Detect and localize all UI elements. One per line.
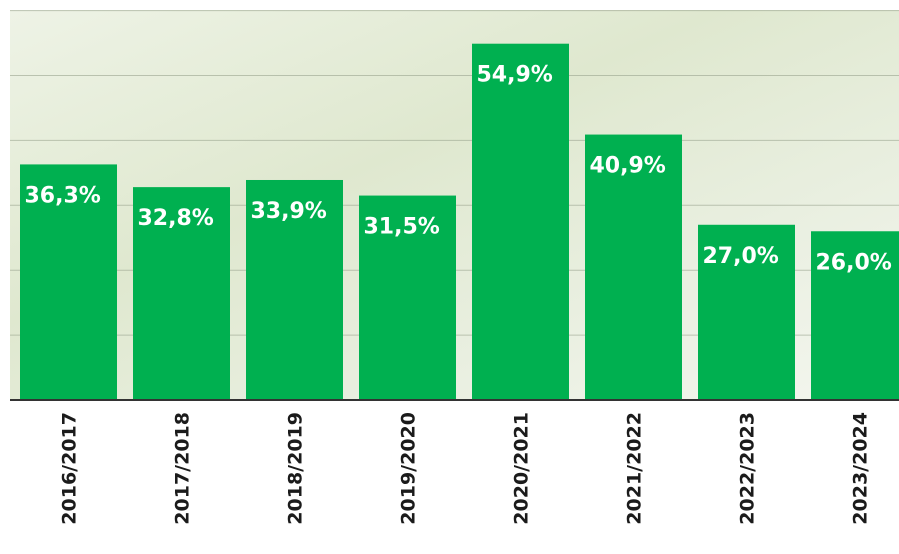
x-tick-label: 2017/2018 <box>172 412 194 525</box>
value-label: 54,9% <box>477 63 553 88</box>
value-label: 26,0% <box>816 250 892 275</box>
x-tick-label: 2021/2022 <box>624 412 646 525</box>
value-label: 32,8% <box>138 206 214 231</box>
value-label: 36,3% <box>25 183 101 208</box>
x-tick-label: 2018/2019 <box>285 412 307 525</box>
value-label: 40,9% <box>590 154 666 179</box>
bar <box>472 44 569 400</box>
value-label: 31,5% <box>364 215 440 240</box>
value-label: 33,9% <box>251 199 327 224</box>
x-tick-label: 2022/2023 <box>737 412 759 525</box>
chart: 36,3% 2016/2017 32,8% 2017/2018 33,9% 2018/20… <box>0 0 899 554</box>
x-tick-label: 2020/2021 <box>511 412 533 525</box>
x-tick-label: 2019/2020 <box>398 412 420 525</box>
x-tick-label: 2023/2024 <box>850 412 872 525</box>
x-tick-label: 2016/2017 <box>59 412 81 525</box>
value-label: 27,0% <box>703 244 779 269</box>
